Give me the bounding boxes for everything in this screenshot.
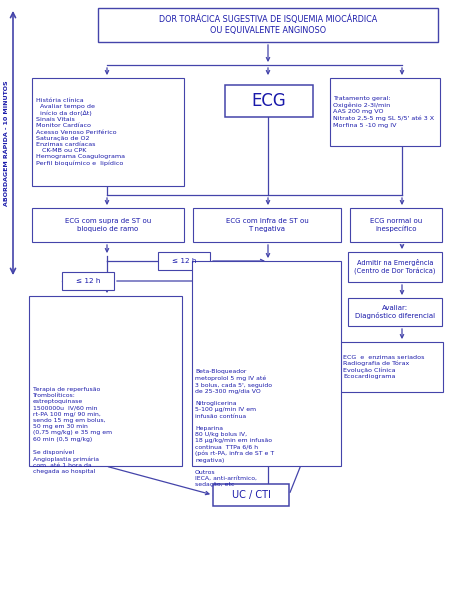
- FancyBboxPatch shape: [62, 272, 114, 290]
- Text: ≤ 12 h: ≤ 12 h: [172, 258, 196, 264]
- Text: ≤ 12 h: ≤ 12 h: [76, 278, 100, 284]
- Text: DOR TORÁCICA SUGESTIVA DE ISQUEMIA MIOCÁRDICA
OU EQUIVALENTE ANGINOSO: DOR TORÁCICA SUGESTIVA DE ISQUEMIA MIOCÁ…: [159, 15, 377, 35]
- FancyBboxPatch shape: [348, 298, 442, 326]
- FancyBboxPatch shape: [340, 342, 443, 392]
- Text: Admitir na Emergência
(Centro de Dor Torácica): Admitir na Emergência (Centro de Dor Tor…: [354, 259, 436, 275]
- Text: ECG com infra de ST ou
T negativa: ECG com infra de ST ou T negativa: [225, 218, 308, 231]
- FancyBboxPatch shape: [29, 296, 182, 466]
- FancyBboxPatch shape: [348, 252, 442, 282]
- Text: Avaliar:
Diagnóstico diferencial: Avaliar: Diagnóstico diferencial: [355, 305, 435, 320]
- Text: História clínica
  Avaliar tempo de
  início da dor(∆t)
Sinais Vitais
Monitor Ca: História clínica Avaliar tempo de início…: [36, 98, 125, 166]
- FancyBboxPatch shape: [192, 261, 341, 466]
- FancyBboxPatch shape: [225, 85, 313, 117]
- FancyBboxPatch shape: [98, 8, 438, 42]
- Text: ECG normal ou
inespecífico: ECG normal ou inespecífico: [370, 218, 422, 232]
- Text: ECG  e  enzimas seriados
Radiografia de Tórax
Evolução Clínica
Ecocardiograma: ECG e enzimas seriados Radiografia de Tó…: [343, 355, 424, 380]
- FancyBboxPatch shape: [330, 78, 440, 146]
- Text: Terapia de reperfusão
Trombolíticos:
estreptoquinase
1500000u  IV/60 min
rt-PA 1: Terapia de reperfusão Trombolíticos: est…: [33, 387, 112, 474]
- FancyBboxPatch shape: [158, 252, 210, 270]
- FancyBboxPatch shape: [213, 484, 289, 506]
- Text: ECG com supra de ST ou
bloqueio de ramo: ECG com supra de ST ou bloqueio de ramo: [65, 218, 151, 231]
- Text: ABORDAGEM RÁPIDA - 10 MINUTOS: ABORDAGEM RÁPIDA - 10 MINUTOS: [4, 80, 9, 206]
- FancyBboxPatch shape: [32, 208, 184, 242]
- FancyBboxPatch shape: [193, 208, 341, 242]
- FancyBboxPatch shape: [350, 208, 442, 242]
- Text: UC / CTI: UC / CTI: [232, 490, 270, 500]
- Text: ECG: ECG: [252, 92, 286, 110]
- FancyBboxPatch shape: [32, 78, 184, 186]
- Text: Tratamento geral:
Oxigênio 2-3l/min
AAS 200 mg VO
Nitrato 2,5-5 mg SL 5/5' até 3: Tratamento geral: Oxigênio 2-3l/min AAS …: [333, 96, 434, 127]
- Text: Beta-Bloqueador
metoprolol 5 mg IV até
3 bolus, cada 5', seguido
de 25-300 mg/di: Beta-Bloqueador metoprolol 5 mg IV até 3…: [195, 369, 274, 487]
